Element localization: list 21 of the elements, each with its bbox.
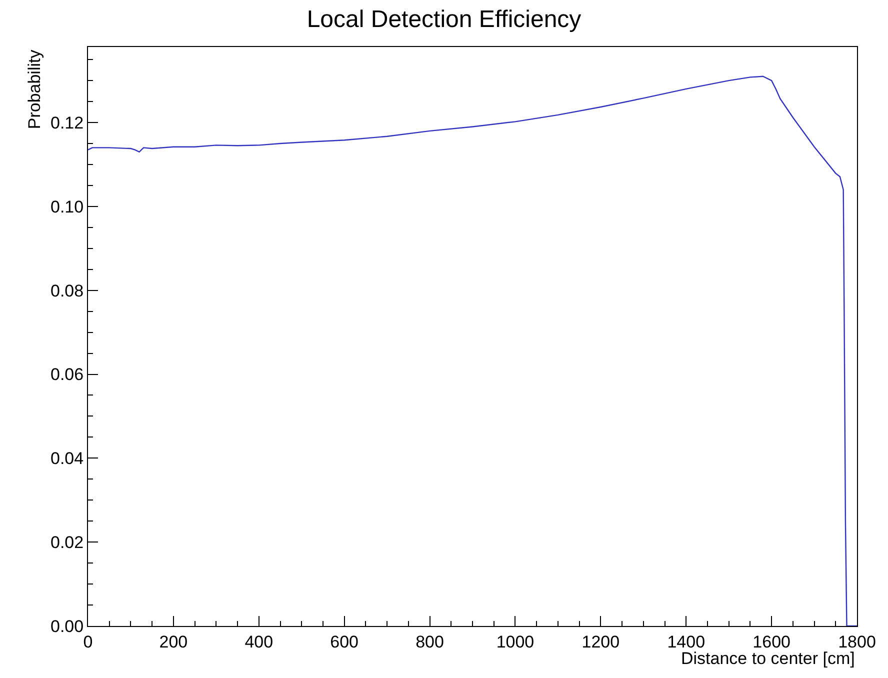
x-tick-label: 400 xyxy=(244,632,274,652)
x-tick-label: 1600 xyxy=(752,632,790,652)
y-tick-label: 0.10 xyxy=(50,197,84,216)
y-tick-label: 0.12 xyxy=(50,113,84,132)
x-axis-title: Distance to center [cm] xyxy=(681,649,855,668)
x-tick-label: 0 xyxy=(83,632,93,652)
y-tick-label: 0.04 xyxy=(50,449,84,468)
x-tick-label: 1000 xyxy=(496,632,534,652)
x-tick-label: 1200 xyxy=(582,632,620,652)
x-tick-label: 800 xyxy=(416,632,444,652)
x-tick-label: 600 xyxy=(330,632,359,652)
y-tick-label: 0.02 xyxy=(50,533,84,552)
x-tick-label: 1400 xyxy=(667,632,706,652)
y-tick-label: 0.00 xyxy=(50,616,84,636)
chart-title: Local Detection Efficiency xyxy=(306,6,582,33)
x-tick-label: 1800 xyxy=(838,632,876,652)
y-axis-title: Probability xyxy=(25,49,44,130)
y-tick-label: 0.08 xyxy=(50,281,84,300)
line-series xyxy=(88,76,857,626)
y-tick-label: 0.06 xyxy=(50,365,84,384)
x-tick-label: 200 xyxy=(159,632,188,652)
